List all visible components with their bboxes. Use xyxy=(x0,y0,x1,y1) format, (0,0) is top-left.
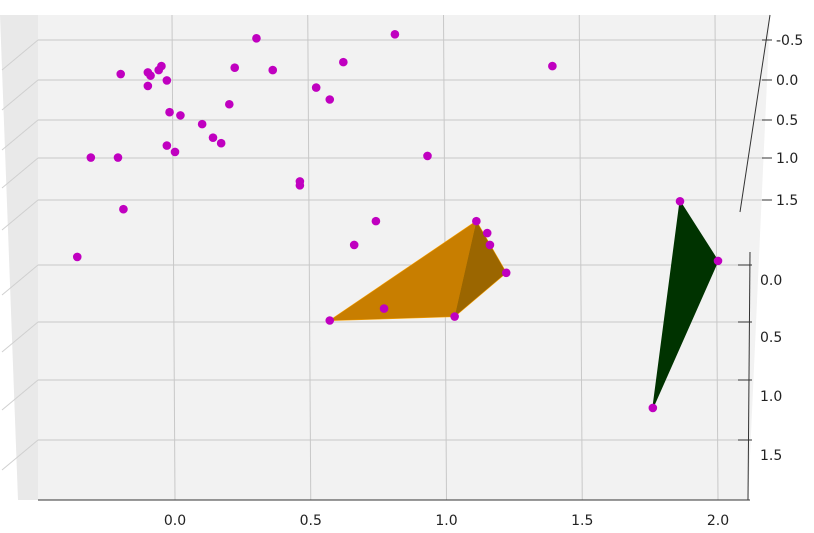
surface-1 xyxy=(652,199,719,409)
data-point xyxy=(548,61,557,71)
x-tick-label: 0.5 xyxy=(300,513,322,529)
data-point xyxy=(339,57,348,67)
grid-line-side xyxy=(1,264,39,296)
data-point xyxy=(116,69,125,79)
data-point xyxy=(143,81,153,91)
points xyxy=(72,30,723,413)
left-pane xyxy=(0,15,38,500)
data-point xyxy=(472,216,481,226)
data-point xyxy=(485,240,495,250)
z-axis-line xyxy=(747,251,751,501)
x-tick-label: 2.0 xyxy=(707,513,729,529)
surface-0-facet xyxy=(329,221,477,321)
data-point xyxy=(648,403,658,413)
data-point xyxy=(268,65,278,75)
y-axis-line xyxy=(739,14,771,213)
data-point xyxy=(162,141,172,150)
data-point xyxy=(197,119,207,129)
data-point xyxy=(349,240,359,250)
data-point xyxy=(208,133,218,142)
axes xyxy=(38,14,771,501)
z-tick-label: 0.5 xyxy=(760,330,782,346)
data-point xyxy=(390,30,400,39)
surface-0-side xyxy=(454,221,507,317)
back-pane xyxy=(38,15,770,500)
tick-labels: 0.0 0.5 1.0 1.5 2.0 -0.5 0.0 0.5 1.0 1.5 0.0 0.5 1.0… xyxy=(164,33,803,529)
x-tick-label: 0.0 xyxy=(164,513,186,529)
data-point xyxy=(146,71,155,80)
data-point xyxy=(216,138,226,148)
y-tick-label: 1.5 xyxy=(776,193,798,209)
grid-line-side xyxy=(1,39,39,71)
data-point xyxy=(165,107,174,117)
grid-line-side xyxy=(1,379,39,411)
y-tick-label: -0.5 xyxy=(776,33,803,49)
data-point xyxy=(450,312,459,321)
grid-line-side xyxy=(1,79,39,111)
data-point xyxy=(325,316,335,325)
data-point xyxy=(325,95,335,104)
data-point xyxy=(170,147,180,157)
data-point xyxy=(713,256,723,266)
data-point xyxy=(311,83,321,92)
data-point xyxy=(252,33,261,43)
x-tick-label: 1.0 xyxy=(435,513,457,529)
grid-line-side xyxy=(1,119,39,151)
grid xyxy=(1,14,765,501)
z-tick-label: 1.0 xyxy=(760,389,782,405)
data-point xyxy=(86,153,96,162)
data-point xyxy=(154,65,164,75)
data-point xyxy=(501,268,511,278)
data-point xyxy=(482,228,492,238)
data-point xyxy=(162,76,172,85)
y-tick-label: 0.5 xyxy=(776,113,798,129)
surfaces xyxy=(328,199,719,409)
y-tick-label: 0.0 xyxy=(776,73,798,89)
data-point xyxy=(295,181,305,190)
x-tick-label: 1.5 xyxy=(571,513,593,529)
data-point xyxy=(119,204,128,214)
data-point xyxy=(230,63,240,72)
data-point xyxy=(176,111,185,120)
grid-line-x xyxy=(578,14,583,501)
grid-line-side xyxy=(1,199,39,231)
grid-line-side xyxy=(1,321,39,353)
z-tick-label: 1.5 xyxy=(760,448,782,464)
data-point xyxy=(379,304,389,313)
grid-line-side xyxy=(1,439,39,471)
grid-line-side xyxy=(1,157,39,189)
y-tick-label: 1.0 xyxy=(776,151,798,167)
data-point xyxy=(113,153,123,162)
z-tick-label: 0.0 xyxy=(760,273,782,289)
data-point xyxy=(371,216,381,226)
data-point xyxy=(675,196,685,206)
data-point xyxy=(72,252,82,262)
data-point xyxy=(423,151,432,161)
grid-line-x xyxy=(171,14,176,501)
data-point xyxy=(225,99,234,109)
grid-line-x xyxy=(307,14,312,501)
